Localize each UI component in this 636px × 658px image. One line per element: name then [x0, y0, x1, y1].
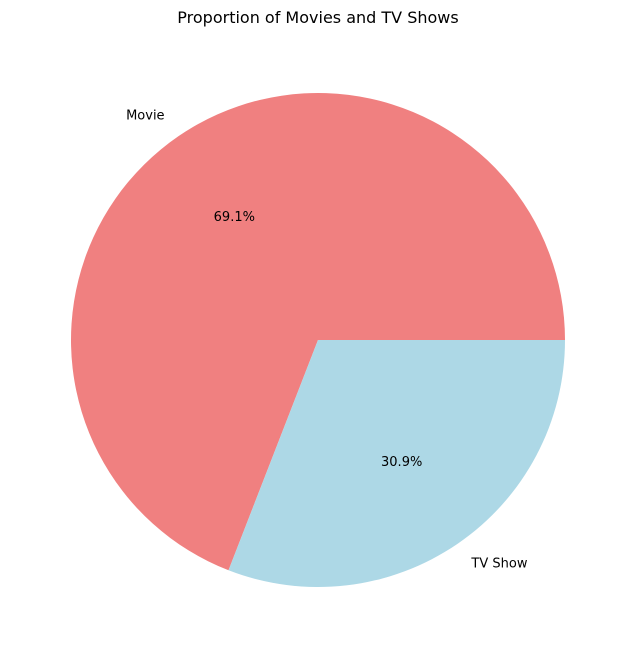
pie-slice-tv-show	[228, 340, 565, 587]
pie-slices	[70, 93, 566, 587]
chart-title: Proportion of Movies and TV Shows	[177, 8, 459, 27]
pie-slice-movie	[70, 93, 566, 571]
pie-labels: Movie 69.1% TV Show 30.9%	[126, 108, 528, 571]
slice-percent-tv-show: 30.9%	[381, 455, 422, 470]
slice-label-movie: Movie	[126, 108, 164, 123]
slice-percent-movie: 69.1%	[214, 210, 255, 225]
slice-label-tv-show: TV Show	[470, 557, 527, 572]
